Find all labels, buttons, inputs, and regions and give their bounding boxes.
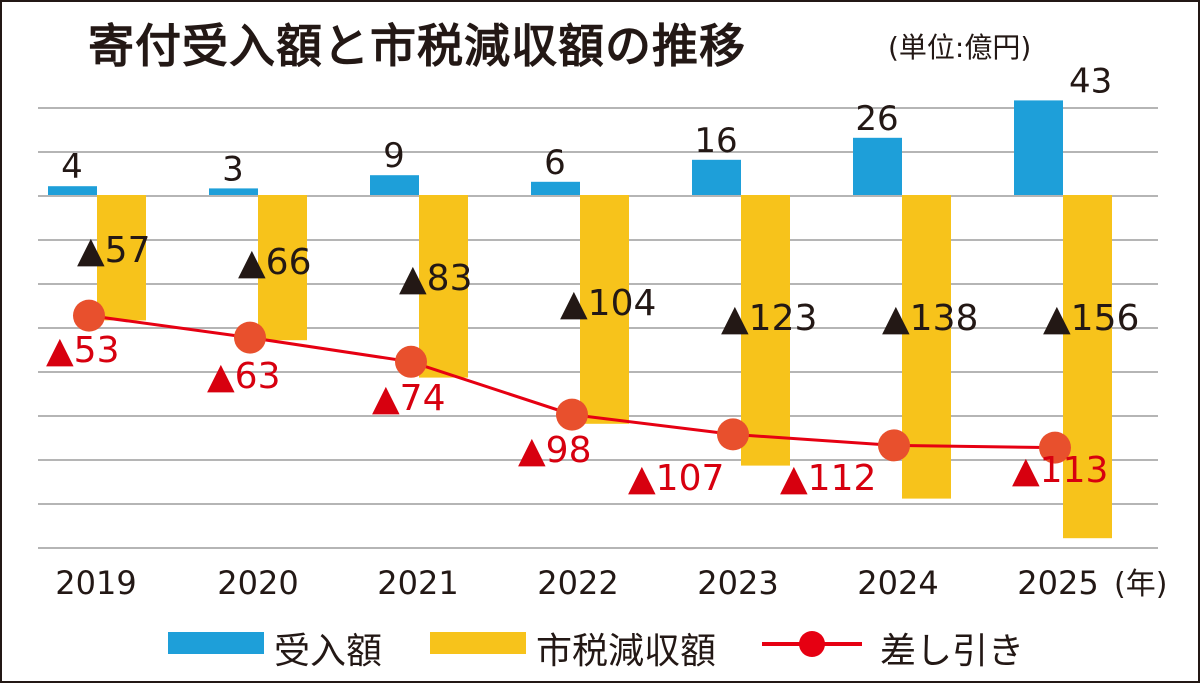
- bar-label-tax-loss: ▲138: [882, 298, 978, 339]
- bar-tax-loss: [419, 195, 468, 378]
- bar-received: [692, 159, 741, 195]
- x-axis-unit: (年): [1114, 567, 1167, 602]
- net-marker: [1039, 431, 1071, 464]
- net-marker: [73, 299, 105, 332]
- bar-tax-loss: [902, 195, 951, 499]
- legend-label-net: 差し引き: [880, 631, 1025, 672]
- bar-received: [1014, 100, 1063, 195]
- bar-tax-loss: [580, 195, 629, 424]
- bar-tax-loss: [1063, 195, 1112, 539]
- net-label: ▲53: [46, 330, 120, 371]
- legend-label-received: 受入額: [274, 631, 383, 672]
- net-label: ▲107: [628, 458, 724, 499]
- net-label: ▲74: [372, 378, 446, 419]
- bar-label-received: 4: [61, 147, 83, 187]
- bar-tax-loss: [741, 195, 790, 466]
- legend-swatch-tax-loss: [430, 632, 526, 654]
- legend-swatch-received: [168, 632, 264, 654]
- x-tick-label: 2020: [217, 564, 298, 602]
- net-marker: [878, 429, 910, 462]
- net-label: ▲113: [1012, 450, 1108, 491]
- bar-label-received: 6: [544, 143, 566, 183]
- bar-label-tax-loss: ▲104: [560, 283, 656, 324]
- bar-label-received: 26: [855, 99, 898, 139]
- bar-label-tax-loss: ▲57: [77, 230, 151, 271]
- bar-label-received: 16: [694, 121, 737, 161]
- net-label: ▲112: [780, 458, 876, 499]
- net-marker: [556, 398, 588, 431]
- net-marker: [234, 321, 266, 354]
- net-label: ▲63: [207, 356, 281, 397]
- bar-received: [209, 188, 258, 195]
- bar-label-tax-loss: ▲123: [721, 298, 817, 339]
- unit-label: (単位:億円): [888, 31, 1032, 64]
- x-tick-label: 2022: [537, 564, 618, 602]
- bar-label-tax-loss: ▲66: [238, 242, 312, 283]
- legend-swatch-net: [762, 631, 862, 657]
- net-marker: [717, 418, 749, 451]
- bar-received: [370, 175, 419, 195]
- x-tick-label: 2019: [55, 564, 136, 602]
- legend-label-tax-loss: 市税減収額: [536, 631, 717, 672]
- net-marker: [395, 345, 427, 378]
- x-tick-label: 2024: [857, 564, 938, 602]
- x-tick-label: 2023: [697, 564, 778, 602]
- bar-label-received: 3: [222, 149, 244, 189]
- chart-title: 寄付受入額と市税減収額の推移: [88, 19, 746, 73]
- bar-received: [48, 186, 97, 195]
- bar-label-tax-loss: ▲156: [1043, 298, 1139, 339]
- bar-tax-loss: [258, 195, 307, 341]
- bar-label-received: 9: [383, 136, 405, 176]
- x-tick-label: 2021: [377, 564, 458, 602]
- net-label: ▲98: [518, 430, 592, 471]
- bar-received: [853, 137, 902, 195]
- bar-tax-loss: [97, 195, 146, 321]
- legend: 受入額 市税減収額 差し引き: [0, 620, 1200, 672]
- bar-label-tax-loss: ▲83: [399, 258, 473, 299]
- bar-received: [531, 181, 580, 195]
- bar-label-received: 43: [1069, 61, 1112, 101]
- x-tick-label: 2025: [1017, 564, 1098, 602]
